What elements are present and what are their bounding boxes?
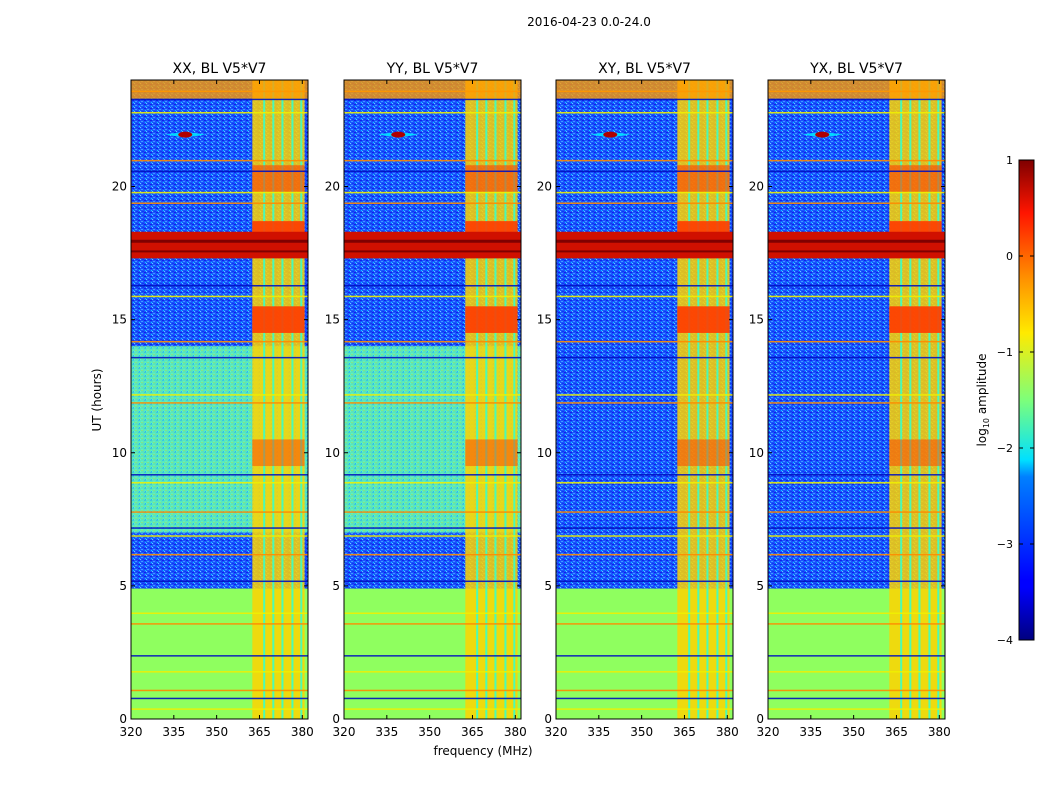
y-tick-label: 10 bbox=[325, 446, 340, 460]
panel-title: XX, BL V5*V7 bbox=[173, 61, 267, 77]
y-tick-label: 15 bbox=[325, 313, 340, 327]
panel-title: YX, BL V5*V7 bbox=[809, 61, 903, 77]
y-tick-label: 0 bbox=[332, 712, 340, 726]
x-tick-label: 335 bbox=[799, 725, 822, 739]
x-tick-label: 350 bbox=[418, 725, 441, 739]
y-tick-label: 5 bbox=[119, 579, 127, 593]
x-tick-label: 365 bbox=[885, 725, 908, 739]
y-tick-label: 20 bbox=[112, 180, 127, 194]
x-tick-label: 380 bbox=[928, 725, 951, 739]
x-tick-label: 365 bbox=[673, 725, 696, 739]
x-tick-label: 335 bbox=[375, 725, 398, 739]
y-axis-label: UT (hours) bbox=[90, 368, 104, 431]
y-tick-label: 15 bbox=[749, 313, 764, 327]
panel-2: YY, BL V5*V7 320 335 350 365 380 0 5 10 15 20 bbox=[325, 61, 527, 739]
x-tick-label: 320 bbox=[757, 725, 780, 739]
x-tick-label: 335 bbox=[587, 725, 610, 739]
y-tick-label: 10 bbox=[112, 446, 127, 460]
colorbar-label-prefix: log bbox=[975, 428, 989, 446]
y-tick-label: 5 bbox=[756, 579, 764, 593]
x-tick-label: 380 bbox=[716, 725, 739, 739]
y-tick-label: 5 bbox=[332, 579, 340, 593]
colorbar: 10−1−2−3−4 log10 amplitude bbox=[975, 154, 1035, 647]
colorbar-label-sub: 10 bbox=[982, 418, 991, 428]
colorbar-ticks: 1 0 −1 −2 −3 −4 bbox=[997, 154, 1034, 647]
y-tick-label: 15 bbox=[112, 313, 127, 327]
x-ticks: 320 335 350 365 380 bbox=[545, 80, 739, 739]
colorbar-label: log10 amplitude bbox=[975, 354, 991, 447]
y-ticks: 0 5 10 15 20 bbox=[112, 180, 308, 726]
colorbar-tick-label: −1 bbox=[997, 346, 1013, 359]
colorbar-tick-label: −3 bbox=[997, 538, 1013, 551]
x-tick-label: 380 bbox=[504, 725, 527, 739]
x-axis-label: frequency (MHz) bbox=[433, 744, 532, 758]
x-tick-label: 350 bbox=[630, 725, 653, 739]
y-tick-label: 0 bbox=[544, 712, 552, 726]
heatmap-image bbox=[556, 80, 733, 719]
y-tick-label: 0 bbox=[756, 712, 764, 726]
x-tick-label: 380 bbox=[291, 725, 314, 739]
y-tick-label: 20 bbox=[749, 180, 764, 194]
plot-frame bbox=[767, 79, 946, 720]
x-tick-label: 365 bbox=[248, 725, 271, 739]
panel-3: XY, BL V5*V7 320 335 350 365 380 0 5 10 15 20 bbox=[537, 61, 739, 739]
plot-frame bbox=[343, 79, 522, 720]
colorbar-label-suffix: amplitude bbox=[975, 354, 989, 418]
plot-frame bbox=[130, 79, 309, 720]
x-ticks: 320 335 350 365 380 bbox=[757, 80, 951, 739]
y-ticks: 0 5 10 15 20 bbox=[537, 180, 733, 726]
y-tick-label: 15 bbox=[537, 313, 552, 327]
x-tick-label: 320 bbox=[333, 725, 356, 739]
x-tick-label: 350 bbox=[842, 725, 865, 739]
colorbar-tick-label: 0 bbox=[1006, 250, 1013, 263]
x-ticks: 320 335 350 365 380 bbox=[333, 80, 527, 739]
y-ticks: 0 5 10 15 20 bbox=[749, 180, 945, 726]
y-ticks: 0 5 10 15 20 bbox=[325, 180, 521, 726]
panel-title: XY, BL V5*V7 bbox=[598, 61, 691, 77]
colorbar-tick-label: 1 bbox=[1006, 154, 1013, 167]
y-tick-label: 0 bbox=[119, 712, 127, 726]
colorbar-tick-label: −2 bbox=[997, 442, 1013, 455]
panel-title: YY, BL V5*V7 bbox=[386, 61, 479, 77]
x-tick-label: 365 bbox=[461, 725, 484, 739]
heatmap-image bbox=[131, 80, 308, 719]
colorbar-tick-label: −4 bbox=[997, 634, 1013, 647]
x-tick-label: 335 bbox=[162, 725, 185, 739]
panel-1: XX, BL V5*V7 320 335 350 365 380 0 5 10 15 20 bbox=[112, 61, 314, 739]
panel-4: YX, BL V5*V7 320 335 350 365 380 0 5 10 15 20 bbox=[749, 61, 951, 739]
y-tick-label: 10 bbox=[537, 446, 552, 460]
x-tick-label: 320 bbox=[545, 725, 568, 739]
y-tick-label: 5 bbox=[544, 579, 552, 593]
x-tick-label: 350 bbox=[205, 725, 228, 739]
heatmap-image bbox=[768, 80, 945, 719]
plot-frame bbox=[555, 79, 734, 720]
x-ticks: 320 335 350 365 380 bbox=[120, 80, 314, 739]
y-tick-label: 20 bbox=[325, 180, 340, 194]
x-tick-label: 320 bbox=[120, 725, 143, 739]
colorbar-gradient bbox=[1018, 159, 1035, 641]
heatmap-image bbox=[344, 80, 521, 719]
y-tick-label: 10 bbox=[749, 446, 764, 460]
figure-suptitle: 2016-04-23 0.0-24.0 bbox=[527, 15, 651, 29]
y-tick-label: 20 bbox=[537, 180, 552, 194]
